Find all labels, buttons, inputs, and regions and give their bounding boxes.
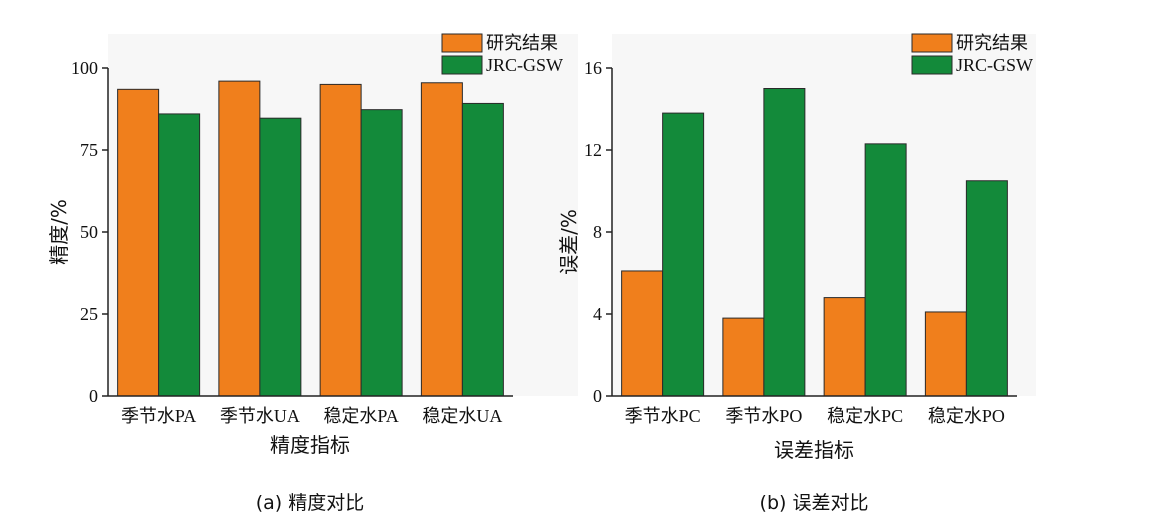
bar-jrc-gsw <box>461 102 504 397</box>
bar-study-result <box>924 311 967 397</box>
y-axis-label: 精度/% <box>47 199 71 265</box>
x-tick-label: 稳定水PO <box>928 406 1005 426</box>
x-ticks: 季节水PC 季节水PO 稳定水PC 稳定水PO <box>625 406 1005 426</box>
y-tick-label: 0 <box>89 386 98 406</box>
x-tick-label: 季节水PC <box>625 406 701 426</box>
legend-label: JRC-GSW <box>956 55 1033 75</box>
y-tick-label: 16 <box>584 58 602 78</box>
legend-swatch <box>441 33 483 53</box>
bar-study-result <box>319 83 362 397</box>
y-tick-label: 75 <box>80 140 98 160</box>
x-axis-label: 精度指标 <box>270 433 350 457</box>
bar-study-result <box>621 270 664 397</box>
x-tick-label: 稳定水PA <box>323 406 398 426</box>
y-tick-label: 50 <box>80 222 98 242</box>
bar-jrc-gsw <box>360 109 403 397</box>
bar-jrc-gsw <box>662 112 705 397</box>
bar-jrc-gsw <box>763 88 806 397</box>
x-tick-label: 季节水PO <box>725 406 802 426</box>
bar-study-result <box>823 297 866 397</box>
legend-label: JRC-GSW <box>486 55 563 75</box>
y-axis-label: 误差/% <box>557 209 581 275</box>
x-tick-label: 季节水PA <box>121 406 196 426</box>
y-tick-label: 0 <box>593 386 602 406</box>
y-tick-label: 8 <box>593 222 602 242</box>
legend-label: 研究结果 <box>486 33 558 53</box>
panel-caption: (b) 误差对比 <box>760 492 869 514</box>
y-ticks: 0 25 50 75 100 <box>71 58 108 406</box>
x-tick-label: 稳定水UA <box>422 406 502 426</box>
bar-jrc-gsw <box>965 180 1008 397</box>
x-axis-label: 误差指标 <box>774 438 854 462</box>
legend-swatch <box>441 55 483 75</box>
y-tick-label: 4 <box>593 304 602 324</box>
x-ticks: 季节水PA 季节水UA 稳定水PA 稳定水UA <box>121 406 502 426</box>
bar-jrc-gsw <box>259 117 302 397</box>
accuracy-chart: 0 25 50 75 100 季节水PA 季节水UA 稳定水PA 稳定水UA 精度/% 精度指… <box>47 33 578 514</box>
panel-caption: (a) 精度对比 <box>256 492 365 514</box>
y-tick-label: 100 <box>71 58 98 78</box>
bar-study-result <box>117 88 160 397</box>
error-chart: 0 4 8 12 16 季节水PC 季节水PO 稳定水PC 稳定水PO 误差/% 误差指标 研… <box>557 33 1036 514</box>
bars-group <box>117 80 504 397</box>
bar-jrc-gsw <box>158 113 201 397</box>
y-ticks: 0 4 8 12 16 <box>584 58 612 406</box>
y-tick-label: 25 <box>80 304 98 324</box>
x-tick-label: 稳定水PC <box>827 406 903 426</box>
legend-label: 研究结果 <box>956 33 1028 53</box>
x-tick-label: 季节水UA <box>220 406 300 426</box>
legend-swatch <box>911 33 953 53</box>
bar-jrc-gsw <box>864 143 907 397</box>
bar-study-result <box>218 80 261 397</box>
y-tick-label: 12 <box>584 140 602 160</box>
bar-study-result <box>722 317 765 397</box>
bar-study-result <box>420 82 463 397</box>
legend-swatch <box>911 55 953 75</box>
bars-group <box>621 88 1008 397</box>
